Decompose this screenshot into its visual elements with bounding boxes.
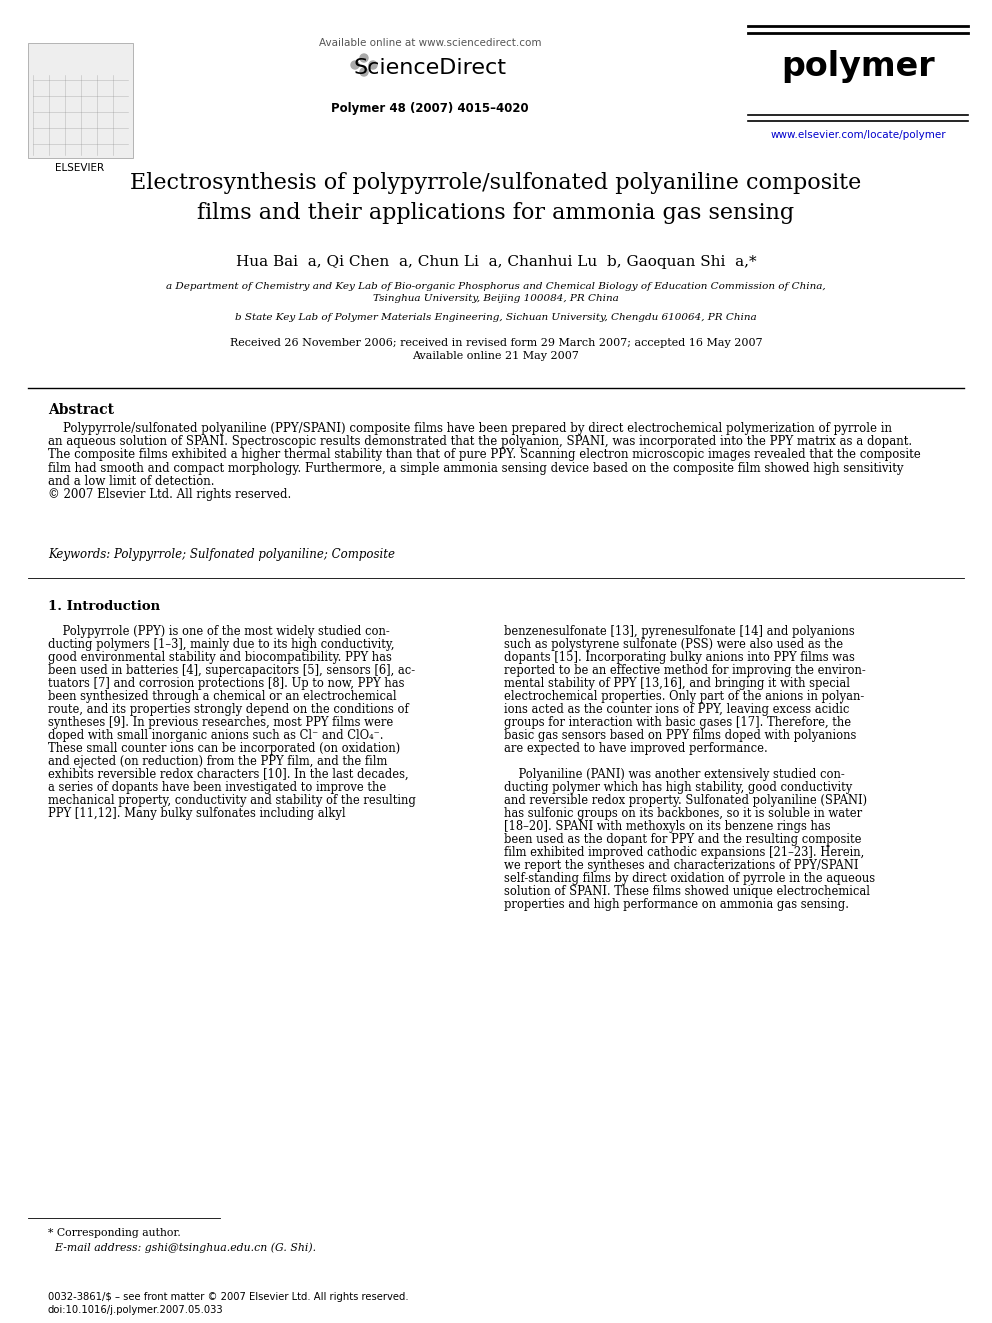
Circle shape bbox=[369, 61, 377, 69]
Text: 0032-3861/$ – see front matter © 2007 Elsevier Ltd. All rights reserved.: 0032-3861/$ – see front matter © 2007 El… bbox=[48, 1293, 409, 1302]
Text: Polymer 48 (2007) 4015–4020: Polymer 48 (2007) 4015–4020 bbox=[331, 102, 529, 115]
Text: Keywords: Polypyrrole; Sulfonated polyaniline; Composite: Keywords: Polypyrrole; Sulfonated polyan… bbox=[48, 548, 395, 561]
Text: ducting polymers [1–3], mainly due to its high conductivity,: ducting polymers [1–3], mainly due to it… bbox=[48, 638, 395, 651]
Text: ducting polymer which has high stability, good conductivity: ducting polymer which has high stability… bbox=[504, 781, 852, 794]
Text: Electrosynthesis of polypyrrole/sulfonated polyaniline composite
films and their: Electrosynthesis of polypyrrole/sulfonat… bbox=[130, 172, 862, 225]
Text: ions acted as the counter ions of PPY, leaving excess acidic: ions acted as the counter ions of PPY, l… bbox=[504, 703, 849, 716]
Text: PPY [11,12]. Many bulky sulfonates including alkyl: PPY [11,12]. Many bulky sulfonates inclu… bbox=[48, 807, 345, 820]
Text: [18–20]. SPANI with methoxyls on its benzene rings has: [18–20]. SPANI with methoxyls on its ben… bbox=[504, 820, 830, 833]
Text: been used as the dopant for PPY and the resulting composite: been used as the dopant for PPY and the … bbox=[504, 833, 861, 845]
Text: Hua Bai  a, Qi Chen  a, Chun Li  a, Chanhui Lu  b, Gaoquan Shi  a,*: Hua Bai a, Qi Chen a, Chun Li a, Chanhui… bbox=[236, 255, 756, 269]
Text: has sulfonic groups on its backbones, so it is soluble in water: has sulfonic groups on its backbones, so… bbox=[504, 807, 862, 820]
Text: a series of dopants have been investigated to improve the: a series of dopants have been investigat… bbox=[48, 781, 386, 794]
Text: reported to be an effective method for improving the environ-: reported to be an effective method for i… bbox=[504, 664, 866, 677]
Text: properties and high performance on ammonia gas sensing.: properties and high performance on ammon… bbox=[504, 898, 849, 912]
Text: Polypyrrole (PPY) is one of the most widely studied con-: Polypyrrole (PPY) is one of the most wid… bbox=[48, 624, 390, 638]
Text: E-mail address: gshi@tsinghua.edu.cn (G. Shi).: E-mail address: gshi@tsinghua.edu.cn (G.… bbox=[48, 1242, 316, 1253]
Text: doi:10.1016/j.polymer.2007.05.033: doi:10.1016/j.polymer.2007.05.033 bbox=[48, 1304, 223, 1315]
Text: © 2007 Elsevier Ltd. All rights reserved.: © 2007 Elsevier Ltd. All rights reserved… bbox=[48, 488, 292, 501]
Text: These small counter ions can be incorporated (on oxidation): These small counter ions can be incorpor… bbox=[48, 742, 400, 755]
Text: groups for interaction with basic gases [17]. Therefore, the: groups for interaction with basic gases … bbox=[504, 716, 851, 729]
Text: ELSEVIER: ELSEVIER bbox=[56, 163, 104, 173]
Text: an aqueous solution of SPANI. Spectroscopic results demonstrated that the polyan: an aqueous solution of SPANI. Spectrosco… bbox=[48, 435, 912, 448]
Text: route, and its properties strongly depend on the conditions of: route, and its properties strongly depen… bbox=[48, 703, 409, 716]
Text: doped with small inorganic anions such as Cl⁻ and ClO₄⁻.: doped with small inorganic anions such a… bbox=[48, 729, 384, 742]
Text: exhibits reversible redox characters [10]. In the last decades,: exhibits reversible redox characters [10… bbox=[48, 767, 409, 781]
Circle shape bbox=[351, 61, 359, 69]
Text: Polypyrrole/sulfonated polyaniline (PPY/SPANI) composite films have been prepare: Polypyrrole/sulfonated polyaniline (PPY/… bbox=[48, 422, 892, 435]
Bar bbox=[28, 44, 133, 157]
Text: ScienceDirect: ScienceDirect bbox=[353, 58, 507, 78]
Text: film exhibited improved cathodic expansions [21–23]. Herein,: film exhibited improved cathodic expansi… bbox=[504, 845, 864, 859]
Text: electrochemical properties. Only part of the anions in polyan-: electrochemical properties. Only part of… bbox=[504, 691, 864, 703]
Text: dopants [15]. Incorporating bulky anions into PPY films was: dopants [15]. Incorporating bulky anions… bbox=[504, 651, 855, 664]
Text: mechanical property, conductivity and stability of the resulting: mechanical property, conductivity and st… bbox=[48, 794, 416, 807]
Text: benzenesulfonate [13], pyrenesulfonate [14] and polyanions: benzenesulfonate [13], pyrenesulfonate [… bbox=[504, 624, 855, 638]
Text: Polyaniline (PANI) was another extensively studied con-: Polyaniline (PANI) was another extensive… bbox=[504, 767, 845, 781]
Text: syntheses [9]. In previous researches, most PPY films were: syntheses [9]. In previous researches, m… bbox=[48, 716, 393, 729]
Text: polymer: polymer bbox=[781, 50, 934, 83]
Circle shape bbox=[360, 54, 368, 62]
Text: and reversible redox property. Sulfonated polyaniline (SPANI): and reversible redox property. Sulfonate… bbox=[504, 794, 867, 807]
Circle shape bbox=[360, 67, 368, 75]
Text: 1. Introduction: 1. Introduction bbox=[48, 601, 160, 613]
Text: mental stability of PPY [13,16], and bringing it with special: mental stability of PPY [13,16], and bri… bbox=[504, 677, 850, 691]
Text: Available online at www.sciencedirect.com: Available online at www.sciencedirect.co… bbox=[318, 38, 542, 48]
Text: * Corresponding author.: * Corresponding author. bbox=[48, 1228, 181, 1238]
Text: solution of SPANI. These films showed unique electrochemical: solution of SPANI. These films showed un… bbox=[504, 885, 870, 898]
Text: and ejected (on reduction) from the PPY film, and the film: and ejected (on reduction) from the PPY … bbox=[48, 755, 387, 767]
Text: a Department of Chemistry and Key Lab of Bio-organic Phosphorus and Chemical Bio: a Department of Chemistry and Key Lab of… bbox=[167, 282, 825, 303]
Text: good environmental stability and biocompatibility. PPY has: good environmental stability and biocomp… bbox=[48, 651, 392, 664]
Text: such as polystyrene sulfonate (PSS) were also used as the: such as polystyrene sulfonate (PSS) were… bbox=[504, 638, 843, 651]
Text: are expected to have improved performance.: are expected to have improved performanc… bbox=[504, 742, 768, 755]
Text: tuators [7] and corrosion protections [8]. Up to now, PPY has: tuators [7] and corrosion protections [8… bbox=[48, 677, 405, 691]
Text: self-standing films by direct oxidation of pyrrole in the aqueous: self-standing films by direct oxidation … bbox=[504, 872, 875, 885]
Text: film had smooth and compact morphology. Furthermore, a simple ammonia sensing de: film had smooth and compact morphology. … bbox=[48, 462, 904, 475]
Text: www.elsevier.com/locate/polymer: www.elsevier.com/locate/polymer bbox=[770, 130, 945, 140]
Text: Abstract: Abstract bbox=[48, 404, 114, 417]
Text: Received 26 November 2006; received in revised form 29 March 2007; accepted 16 M: Received 26 November 2006; received in r… bbox=[230, 337, 762, 361]
Text: been used in batteries [4], supercapacitors [5], sensors [6], ac-: been used in batteries [4], supercapacit… bbox=[48, 664, 415, 677]
Text: and a low limit of detection.: and a low limit of detection. bbox=[48, 475, 214, 488]
Text: we report the syntheses and characterizations of PPY/SPANI: we report the syntheses and characteriza… bbox=[504, 859, 858, 872]
Text: The composite films exhibited a higher thermal stability than that of pure PPY. : The composite films exhibited a higher t… bbox=[48, 448, 921, 462]
Text: basic gas sensors based on PPY films doped with polyanions: basic gas sensors based on PPY films dop… bbox=[504, 729, 856, 742]
Text: b State Key Lab of Polymer Materials Engineering, Sichuan University, Chengdu 61: b State Key Lab of Polymer Materials Eng… bbox=[235, 314, 757, 321]
Text: been synthesized through a chemical or an electrochemical: been synthesized through a chemical or a… bbox=[48, 691, 397, 703]
